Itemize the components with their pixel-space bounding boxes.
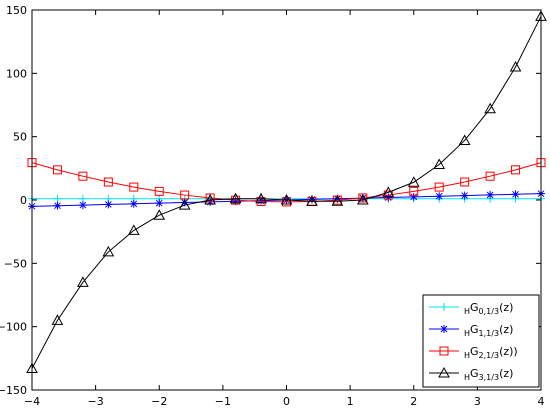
series-1-point (333, 194, 342, 203)
series-3-point (407, 176, 420, 187)
series-3-point (51, 314, 64, 325)
series-3-point (306, 195, 318, 206)
series-1-point (78, 201, 87, 210)
series-3-point (153, 209, 166, 220)
series-1-point (511, 190, 520, 199)
series-3-point (77, 276, 89, 287)
y-tick-label: 100 (6, 67, 27, 80)
y-tick-label: 0 (20, 194, 27, 207)
series-1-point (129, 199, 138, 208)
y-tick-label: 50 (13, 131, 27, 144)
legend-label: HG2,1/3(z)) (464, 345, 518, 360)
series-0-point (53, 194, 62, 203)
legend-marker (440, 303, 448, 311)
y-tick-label: 150 (6, 4, 27, 17)
tick-layer: −4 −3 −2 −1 0 1 2 3 4 −150 −100 −50 0 50 100 150 (0, 4, 545, 408)
x-tick-label: −1 (215, 395, 231, 408)
legend-label: HG1,1/3(z) (464, 323, 513, 338)
x-tick-label: −4 (24, 395, 40, 408)
series-3-point (280, 193, 293, 205)
series-1-point (257, 196, 266, 205)
series-3-point (357, 193, 369, 205)
legend-marker (438, 366, 450, 378)
series-2-point (485, 171, 495, 181)
series-3-point (178, 199, 191, 210)
series-1-point (155, 199, 164, 208)
series-3-point (331, 195, 344, 206)
legend-item: HG3,1/3(z) (429, 366, 513, 382)
series-2-point (511, 165, 521, 175)
legend-marker (439, 346, 449, 356)
series-1-point (460, 191, 469, 200)
x-tick-label: 1 (347, 395, 354, 408)
x-tick-label: 3 (474, 395, 481, 408)
series-3-point (458, 134, 471, 145)
x-tick-label: 0 (283, 395, 290, 408)
series-2-point (460, 177, 470, 187)
x-tick-label: 2 (410, 395, 417, 408)
y-tick-label: −100 (0, 321, 27, 334)
legend-item: HG2,1/3(z)) (429, 345, 518, 360)
legend-label: HG0,1/3(z) (464, 301, 513, 316)
legend-item: HG0,1/3(z) (429, 301, 513, 316)
series-1-point (384, 193, 393, 202)
series-3-point (255, 192, 267, 204)
series-3 (26, 10, 547, 373)
series-1-point (307, 195, 316, 204)
series-1-point (409, 192, 418, 201)
series-1-point (180, 198, 189, 207)
series-3-point (433, 158, 446, 170)
series-2-point (52, 165, 62, 175)
series-2-point (154, 186, 164, 196)
series-3-point (229, 192, 242, 204)
series-2-line (31, 162, 542, 203)
series-3-point (204, 193, 216, 205)
series-2-point (129, 182, 139, 192)
series-3-point (484, 102, 496, 114)
series-1-point (231, 197, 240, 206)
y-tick-label: −50 (4, 257, 27, 270)
legend: HG0,1/3(z) HG1,1/3(z) HG2,1/3(z)) HG3,1/3(z… (422, 294, 540, 388)
x-tick-label: 4 (538, 395, 545, 408)
y-tick-label: −150 (0, 384, 27, 397)
legend-item: HG1,1/3(z) (429, 323, 513, 338)
series-1-point (53, 201, 62, 210)
x-tick-label: −3 (88, 395, 104, 408)
series-2-point (78, 171, 88, 181)
series-3-point (127, 224, 140, 235)
series-3-point (509, 60, 522, 72)
series-1-point (435, 192, 444, 201)
series-2-point (434, 182, 444, 192)
series-3-point (382, 186, 395, 197)
legend-marker (440, 325, 448, 333)
series-3-point (102, 245, 115, 257)
series-2-point (409, 186, 419, 196)
series-1-point (486, 190, 495, 199)
series-2-point (103, 177, 113, 187)
series-3-line (31, 16, 542, 369)
x-tick-label: −2 (151, 395, 167, 408)
series-1-point (104, 200, 113, 209)
legend-label: HG3,1/3(z) (464, 367, 513, 382)
